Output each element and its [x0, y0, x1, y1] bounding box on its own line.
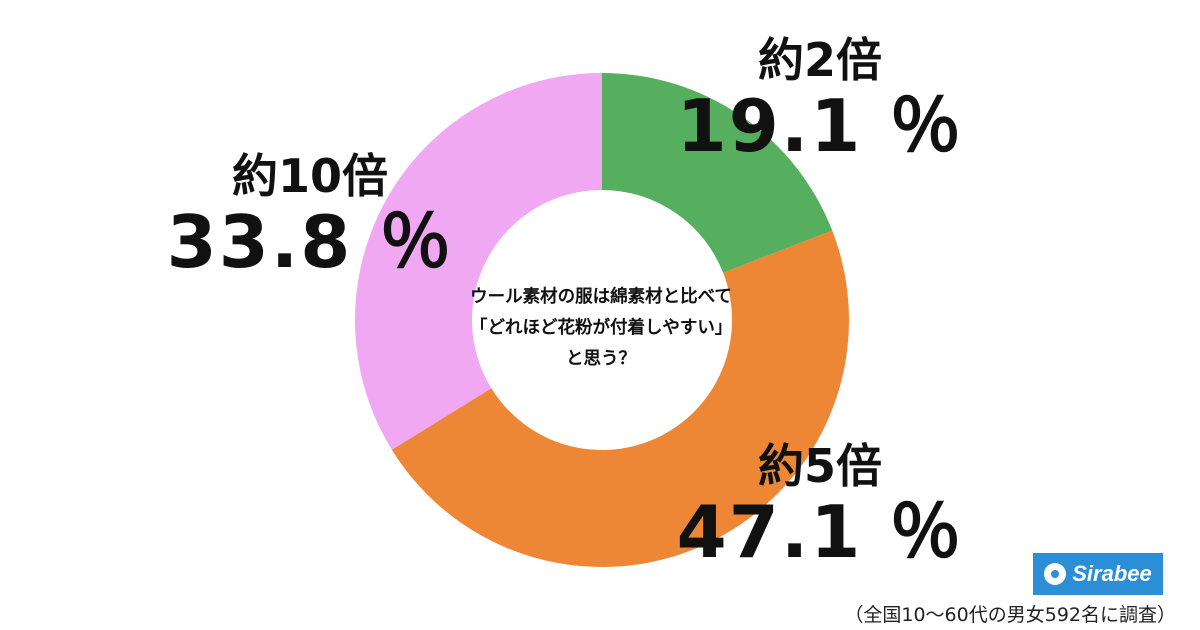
label-10x: 約10倍 33.8 ％ — [160, 150, 460, 282]
survey-footnote: （全国10〜60代の男女592名に調査） — [844, 604, 1176, 626]
value-label-2x: 19.1 ％ — [676, 84, 964, 168]
question-line-3: と思う？ — [566, 349, 636, 369]
value-label-5x: 47.1 ％ — [676, 490, 964, 574]
label-5x: 約5倍 47.1 ％ — [670, 440, 970, 572]
slice-5x — [391, 230, 850, 568]
label-2x: 約2倍 19.1 ％ — [670, 34, 970, 166]
sirabee-logo: Sirabee — [1033, 553, 1163, 595]
logo-text: Sirabee — [1072, 561, 1152, 586]
value-label-10x: 33.8 ％ — [166, 200, 454, 284]
question-line-1: ウール素材の服は綿素材と比べて — [470, 287, 732, 307]
slice-10x — [354, 73, 602, 450]
category-label-10x: 約10倍 — [231, 149, 388, 203]
category-label-5x: 約5倍 — [757, 439, 882, 493]
chart-question: ウール素材の服は綿素材と比べて 「どれほど花粉が付着しやすい」 と思う？ — [470, 282, 732, 375]
question-line-2: 「どれほど花粉が付着しやすい」 — [470, 318, 733, 338]
sirabee-logo-icon — [1044, 563, 1067, 585]
category-label-2x: 約2倍 — [757, 33, 882, 87]
slice-2x — [602, 73, 833, 273]
